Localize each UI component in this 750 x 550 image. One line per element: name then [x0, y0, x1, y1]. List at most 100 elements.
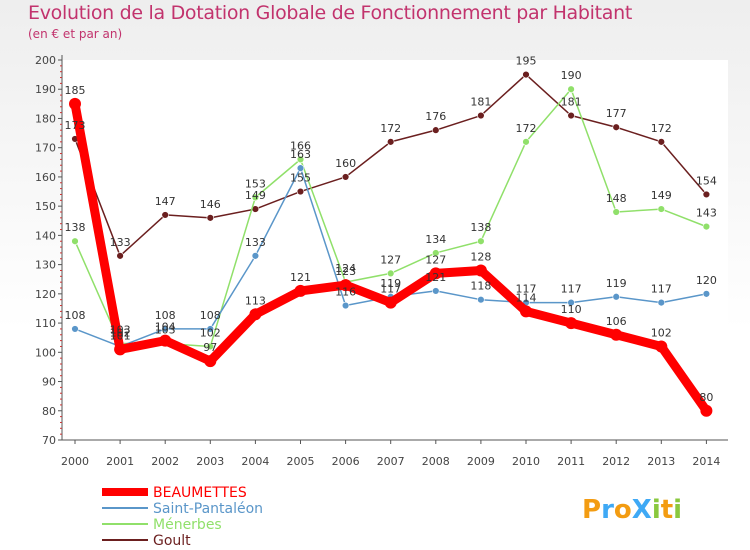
series-beaumettes [69, 97, 713, 417]
x-tick-label: 2011 [557, 455, 585, 468]
brand-letter: o [614, 495, 632, 525]
data-point-menerbes [612, 208, 620, 216]
data-label-menerbes: 103 [155, 324, 176, 337]
data-label-beaumettes: 117 [380, 283, 401, 296]
chart-subtitle: (en € et par an) [28, 27, 123, 41]
data-label-saint_pantaleon: 120 [696, 274, 717, 287]
x-tick-label: 2012 [602, 455, 630, 468]
data-label-menerbes: 124 [335, 262, 356, 275]
data-label-goult: 133 [110, 236, 131, 249]
data-point-menerbes [477, 237, 485, 245]
data-label-goult: 172 [380, 122, 401, 135]
data-point-beaumettes [565, 317, 578, 330]
data-label-beaumettes: 97 [203, 341, 217, 354]
x-tick-label: 2006 [332, 455, 360, 468]
plot-area [62, 60, 728, 440]
data-label-saint_pantaleon: 119 [606, 277, 627, 290]
data-point-beaumettes [159, 334, 172, 347]
data-point-beaumettes [294, 284, 307, 297]
data-label-menerbes: 172 [516, 122, 537, 135]
data-point-beaumettes [69, 97, 81, 110]
brand-letter: i [652, 495, 661, 525]
data-point-menerbes [567, 85, 575, 93]
data-point-beaumettes [520, 305, 532, 318]
data-label-goult: 149 [245, 189, 266, 202]
data-label-menerbes: 103 [110, 324, 131, 337]
legend-label-beaumettes: BEAUMETTES [153, 485, 247, 501]
data-label-saint_pantaleon: 108 [65, 309, 86, 322]
data-label-saint_pantaleon: 117 [561, 283, 582, 296]
y-tick-label: 90 [42, 376, 56, 389]
data-point-goult [341, 173, 350, 181]
data-label-menerbes: 138 [470, 221, 491, 234]
brand-text: ProXiti [582, 495, 682, 525]
data-label-goult: 147 [155, 195, 176, 208]
data-point-beaumettes [474, 264, 487, 277]
data-point-goult [161, 211, 169, 219]
brand-letter: r [601, 495, 614, 525]
data-point-goult [116, 252, 124, 260]
data-point-goult [567, 111, 575, 120]
data-point-beaumettes [700, 404, 713, 417]
x-tick-label: 2000 [61, 455, 89, 468]
data-label-saint_pantaleon: 118 [470, 280, 491, 293]
data-point-saint_pantaleon [341, 301, 350, 310]
data-point-menerbes [522, 138, 530, 146]
x-tick-label: 2009 [467, 455, 495, 468]
data-point-saint_pantaleon [71, 325, 79, 333]
data-label-beaumettes: 127 [425, 253, 446, 266]
data-point-goult [206, 214, 215, 222]
data-label-beaumettes: 121 [290, 271, 311, 284]
legend-label-menerbes: Ménerbes [153, 517, 222, 533]
data-label-beaumettes: 106 [606, 315, 627, 328]
data-point-saint_pantaleon [702, 290, 711, 298]
data-label-goult: 155 [290, 172, 311, 185]
data-point-saint_pantaleon [206, 325, 215, 333]
data-label-beaumettes: 101 [110, 329, 131, 342]
data-point-beaumettes [655, 340, 668, 353]
data-label-goult: 146 [200, 198, 221, 211]
data-point-beaumettes [339, 279, 352, 292]
data-label-beaumettes: 110 [561, 303, 582, 316]
brand-letter: P [582, 495, 601, 525]
brand-letter: t [661, 495, 673, 525]
data-label-goult: 160 [335, 157, 356, 170]
x-tick-label: 2007 [377, 455, 405, 468]
data-point-saint_pantaleon [567, 298, 575, 307]
data-label-menerbes: 143 [696, 207, 717, 220]
data-label-beaumettes: 104 [155, 321, 176, 334]
data-label-beaumettes: 114 [516, 291, 537, 304]
data-point-goult [702, 190, 711, 199]
data-label-beaumettes: 185 [65, 84, 86, 97]
data-label-saint_pantaleon: 133 [245, 236, 266, 249]
data-label-saint_pantaleon: 121 [425, 271, 446, 284]
y-tick-label: 160 [35, 171, 56, 184]
data-point-menerbes [702, 222, 711, 231]
data-point-menerbes [657, 205, 665, 213]
brand-letter: X [632, 495, 652, 525]
axes: 7080901001101201301401501601701801902002… [35, 54, 728, 468]
data-label-menerbes: 102 [200, 326, 221, 339]
x-tick-label: 2001 [106, 455, 134, 468]
data-label-menerbes: 134 [425, 233, 446, 246]
data-label-beaumettes: 102 [651, 326, 672, 339]
brand-logo: ProXiti [582, 495, 682, 525]
data-label-saint_pantaleon: 163 [290, 148, 311, 161]
x-tick-label: 2002 [151, 455, 179, 468]
x-tick-label: 2010 [512, 455, 540, 468]
data-point-saint_pantaleon [612, 293, 620, 301]
data-label-menerbes: 127 [380, 253, 401, 266]
y-tick-label: 120 [35, 288, 56, 301]
data-label-goult: 195 [516, 55, 537, 68]
data-point-menerbes [432, 249, 440, 257]
y-tick-label: 130 [35, 259, 56, 272]
y-tick-label: 150 [35, 200, 56, 213]
data-label-menerbes: 148 [606, 192, 627, 205]
data-label-goult: 154 [696, 174, 717, 187]
data-label-menerbes: 149 [651, 189, 672, 202]
y-tick-label: 140 [35, 229, 56, 242]
data-label-menerbes: 153 [245, 177, 266, 190]
data-label-goult: 173 [65, 119, 86, 132]
